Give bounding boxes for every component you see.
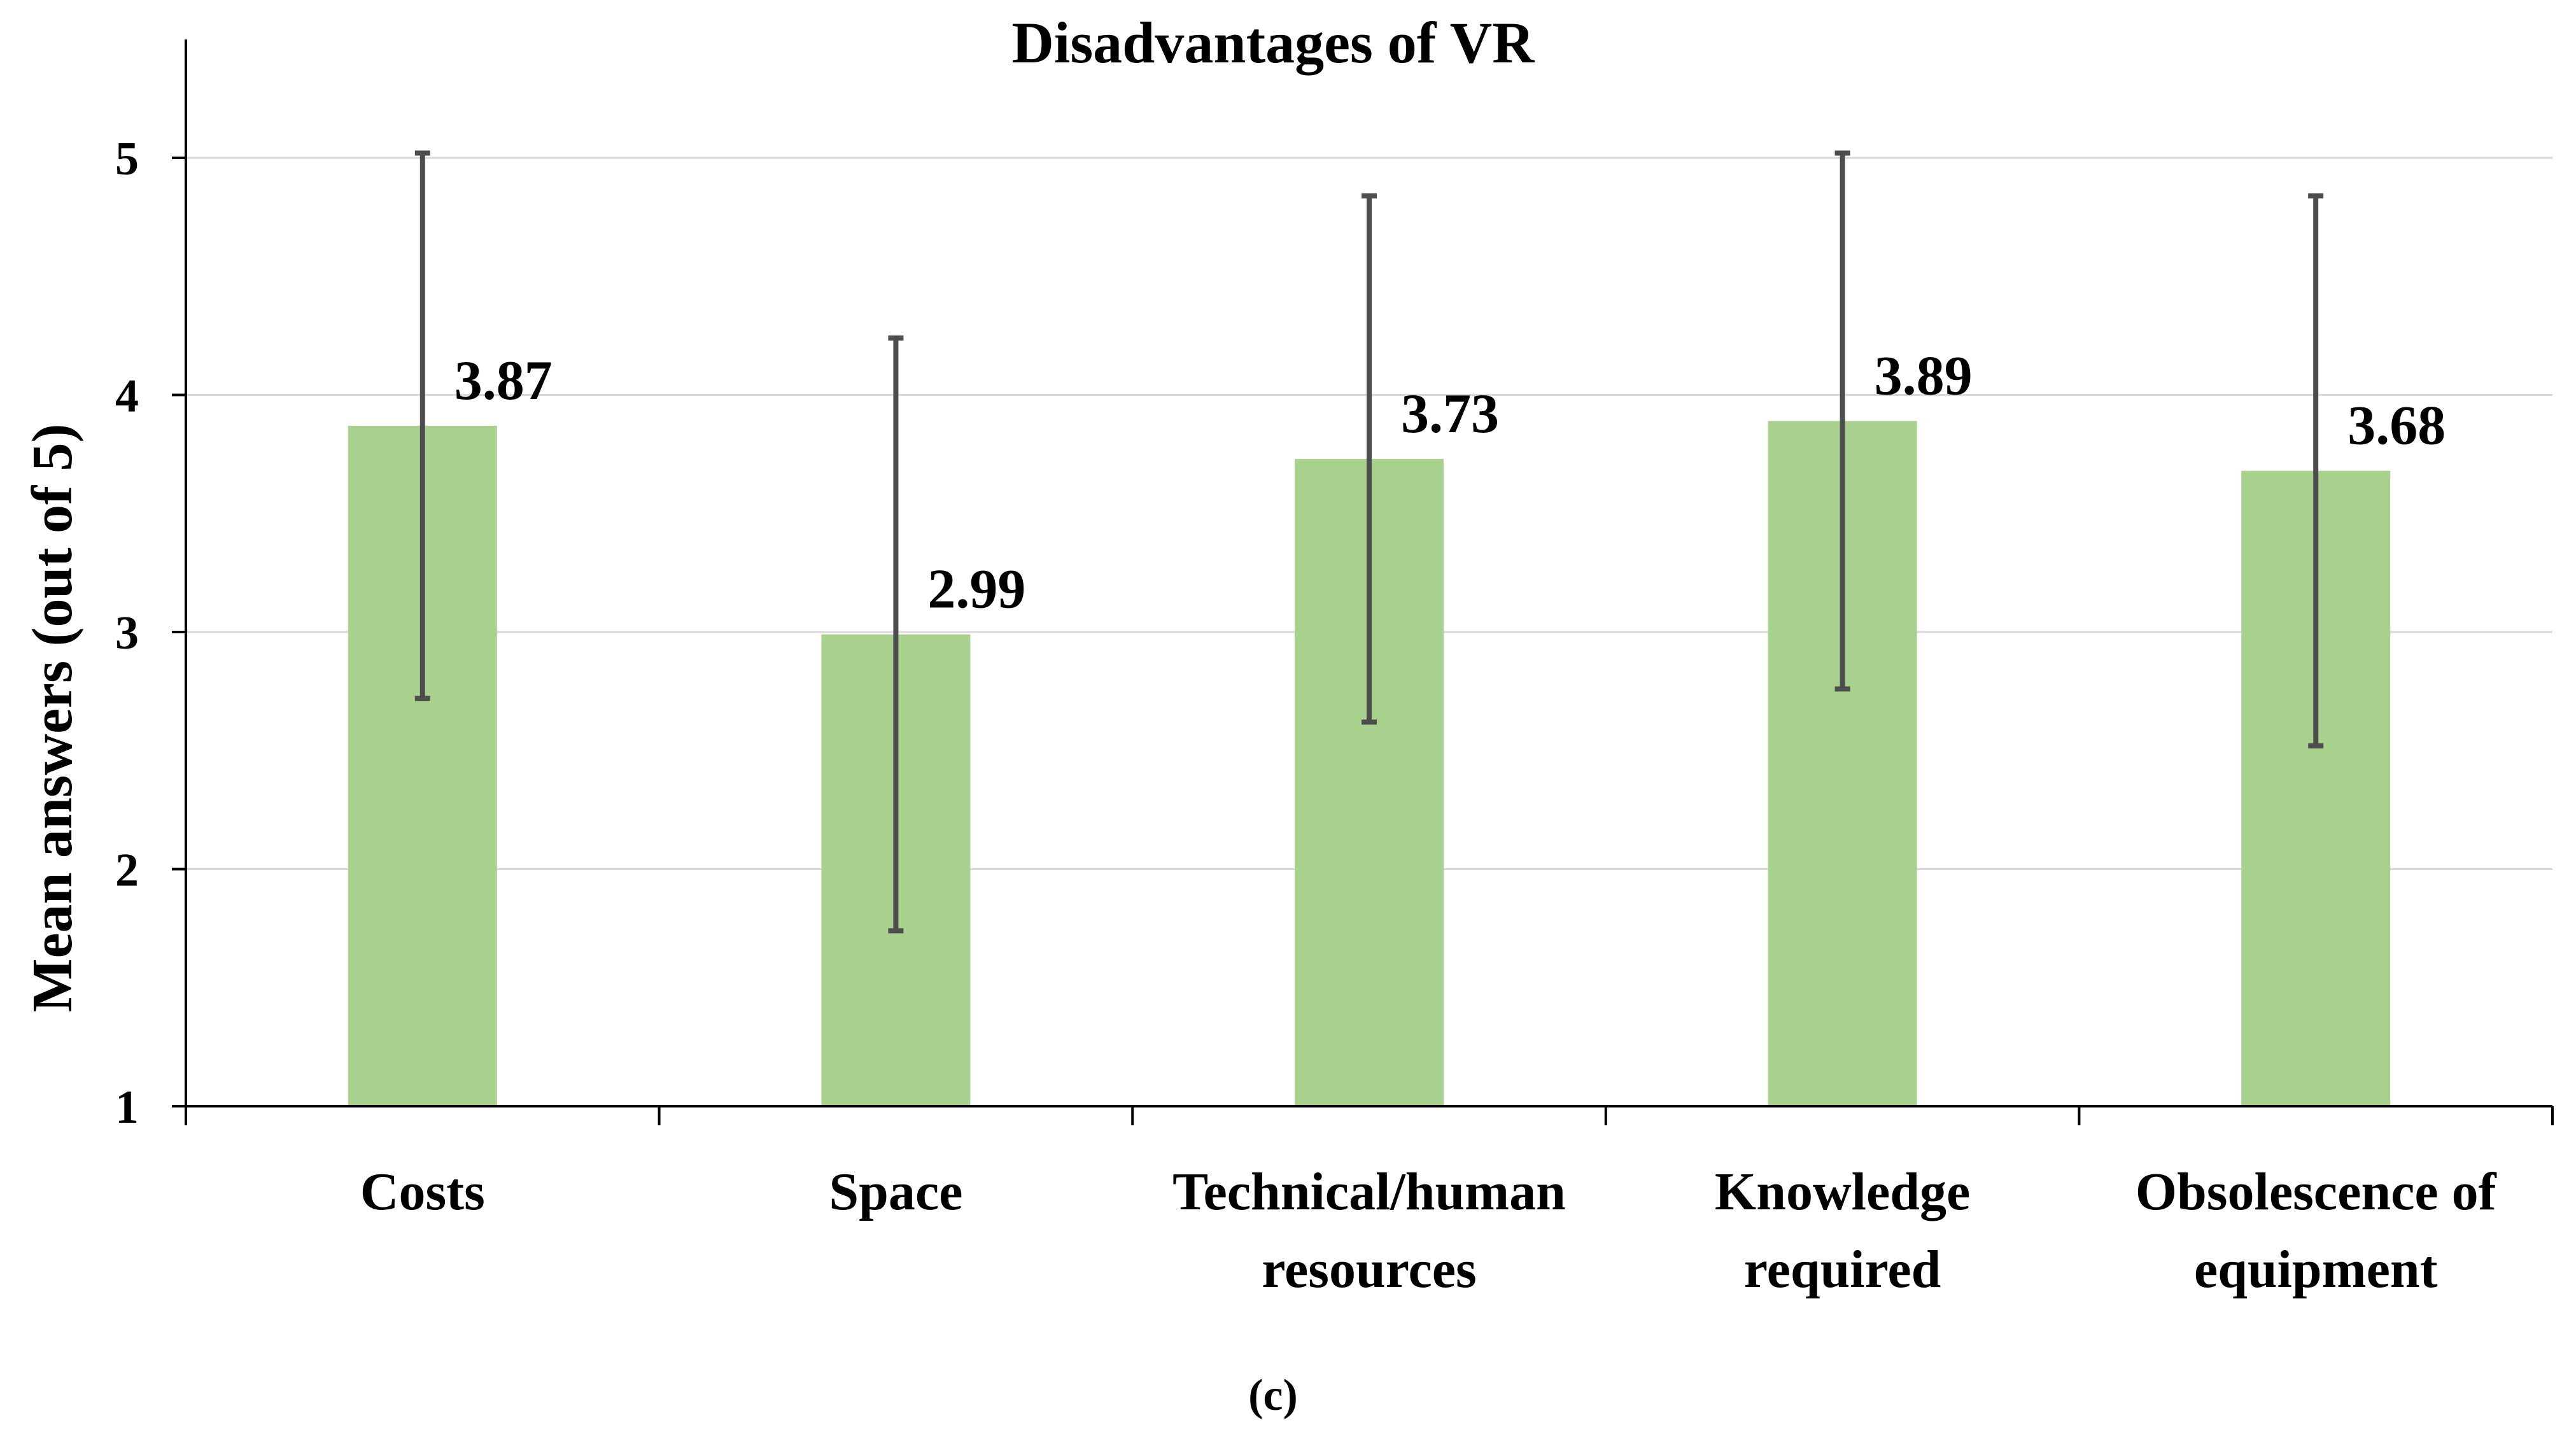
x-tick-label: Technical/human	[1172, 1162, 1566, 1221]
error-bars	[414, 150, 2324, 934]
axes	[172, 39, 2554, 1125]
y-tick-label: 5	[115, 133, 139, 185]
y-tick-label: 4	[115, 370, 139, 423]
y-tick-label: 2	[115, 845, 139, 897]
x-tick-label: required	[1744, 1240, 1941, 1299]
labels: 1 2 3 4 5 3.87 Costs 2.99 Space 3.73 Technical/hum…	[115, 133, 2497, 1299]
data-label: 3.89	[1875, 345, 1973, 407]
y-axis-label: Mean answers (out of 5)	[21, 424, 84, 1013]
x-tick-label: equipment	[2194, 1240, 2438, 1299]
data-label: 3.73	[1401, 383, 1499, 445]
panel-label: (c)	[1248, 1371, 1298, 1420]
x-tick-label: resources	[1262, 1240, 1476, 1299]
y-tick-label: 3	[115, 607, 139, 659]
data-label: 3.68	[2347, 395, 2446, 457]
data-label: 3.87	[454, 350, 553, 412]
chart-title: Disadvantages of VR	[1011, 10, 1535, 75]
y-tick-label: 1	[115, 1081, 139, 1134]
x-tick-label: Knowledge	[1715, 1162, 1970, 1221]
x-tick-label: Costs	[360, 1162, 485, 1221]
x-tick-label: Space	[829, 1162, 962, 1221]
x-tick-label: Obsolescence of	[2136, 1162, 2497, 1221]
data-label: 2.99	[927, 559, 1025, 621]
